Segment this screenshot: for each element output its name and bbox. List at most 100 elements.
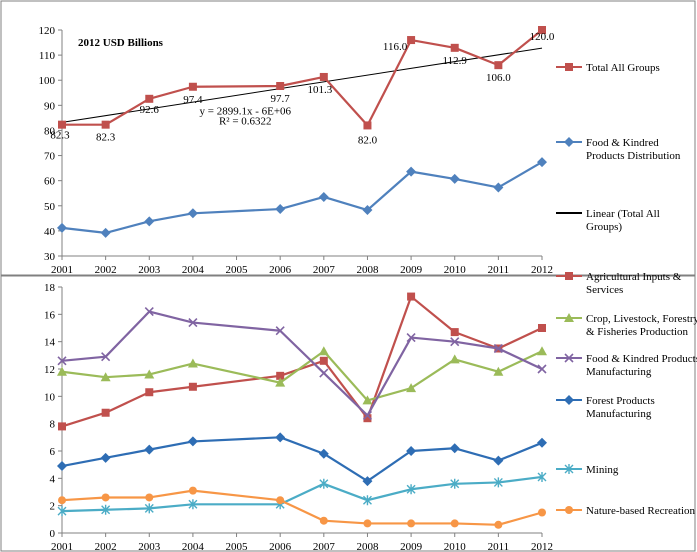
data-point <box>406 166 417 177</box>
y-tick-label: 100 <box>39 75 56 87</box>
y-tick-label: 80 <box>44 125 56 137</box>
data-point <box>407 519 416 528</box>
data-point <box>101 352 111 362</box>
y-tick-label: 14 <box>44 337 56 349</box>
data-point <box>363 519 372 528</box>
legend-label: Food & Kindred Products <box>586 353 697 365</box>
data-label: 116.0 <box>383 41 408 53</box>
data-point <box>362 205 373 216</box>
legend-marker <box>564 353 574 363</box>
y-tick-label: 18 <box>44 282 56 294</box>
y-tick-label: 16 <box>44 309 56 321</box>
data-point <box>493 366 504 376</box>
data-point <box>57 461 67 472</box>
series-line <box>61 161 543 234</box>
y-tick-label: 90 <box>44 100 56 112</box>
data-point <box>145 493 154 502</box>
series-line <box>61 350 543 402</box>
data-point <box>275 326 285 336</box>
data-point <box>144 216 155 227</box>
series-line <box>61 295 543 428</box>
data-point <box>144 369 155 379</box>
data-point <box>449 443 460 454</box>
data-point <box>145 94 154 103</box>
data-point <box>318 448 329 459</box>
data-point <box>187 358 198 368</box>
data-label: 97.7 <box>271 93 291 105</box>
legend-label: Mining <box>586 464 619 476</box>
panel-border <box>0 275 696 552</box>
data-point <box>450 337 460 347</box>
data-point <box>58 496 66 505</box>
legend-marker <box>565 63 573 71</box>
legend-label: Linear (Total All <box>586 208 660 220</box>
data-point <box>100 452 111 463</box>
data-point <box>144 444 155 455</box>
x-tick-label: 2005 <box>226 541 249 552</box>
x-tick-label: 2004 <box>182 264 205 276</box>
data-point <box>538 26 546 34</box>
data-point <box>100 372 111 382</box>
legend-label: Agricultural Inputs & <box>586 271 682 283</box>
y-tick-label: 50 <box>44 201 56 213</box>
data-point <box>537 346 547 356</box>
legend-label: Nature-based Recreation <box>586 505 696 517</box>
trendline <box>61 47 543 123</box>
x-tick-label: 2001 <box>51 264 73 276</box>
data-point <box>407 36 416 45</box>
x-tick-label: 2009 <box>400 264 423 276</box>
trendline-r-squared: R² = 0.6322 <box>219 116 272 128</box>
legend-marker <box>564 395 574 405</box>
data-point <box>319 72 328 81</box>
x-tick-label: 2012 <box>531 541 553 552</box>
x-tick-label: 2008 <box>356 541 379 552</box>
data-label: 97.4 <box>183 94 203 106</box>
data-point <box>187 436 198 447</box>
data-point <box>57 356 67 366</box>
data-point <box>494 61 503 70</box>
data-point <box>319 368 329 378</box>
data-point <box>362 495 372 506</box>
panel-border <box>0 0 696 276</box>
chart-title: 2012 USD Billions <box>78 37 164 49</box>
data-point <box>362 410 373 421</box>
data-point <box>406 446 417 456</box>
bottom-chart-panel: 0 2 4 6 8 10 12 14 16 18 2001 2002 2003 2004 2005 2006 2… <box>0 271 697 552</box>
data-point <box>144 307 154 317</box>
data-point <box>449 354 460 364</box>
x-tick-label: 2004 <box>182 541 205 552</box>
data-point <box>318 191 329 202</box>
data-point <box>319 478 329 489</box>
legend-label: Services <box>586 284 623 296</box>
x-tick-label: 2006 <box>269 541 292 552</box>
legend-label: Total All Groups <box>586 62 660 74</box>
x-tick-label: 2002 <box>95 541 117 552</box>
y-tick-label: 60 <box>44 176 56 188</box>
y-tick-label: 40 <box>44 226 56 238</box>
data-point <box>363 121 372 130</box>
legend-label: Groups) <box>586 221 622 233</box>
data-label: 82.3 <box>50 130 70 142</box>
data-point <box>363 414 372 423</box>
data-point <box>538 508 546 517</box>
data-point <box>406 484 416 495</box>
data-point <box>537 157 547 168</box>
y-tick-label: 30 <box>44 251 56 263</box>
data-point <box>450 328 459 337</box>
data-label: 106.0 <box>486 72 511 84</box>
x-tick-label: 2011 <box>488 264 510 276</box>
x-tick-label: 2006 <box>269 264 292 276</box>
series-line <box>61 489 543 526</box>
data-point <box>406 333 416 343</box>
y-tick-label: 12 <box>44 364 55 376</box>
data-point <box>188 382 197 391</box>
x-tick-label: 2011 <box>488 541 510 552</box>
y-tick-label: 0 <box>50 528 56 540</box>
data-point <box>538 324 546 332</box>
data-point <box>449 173 460 184</box>
data-point <box>58 422 66 431</box>
data-point <box>493 343 503 354</box>
x-tick-label: 2010 <box>444 541 467 552</box>
data-point <box>275 204 286 215</box>
